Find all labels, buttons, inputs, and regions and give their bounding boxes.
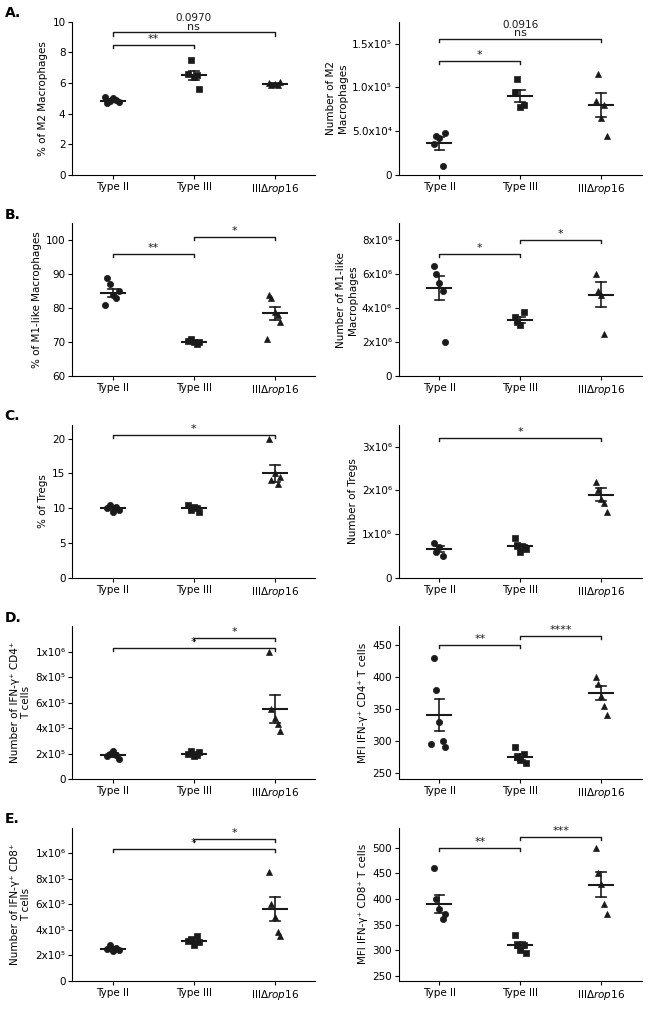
Text: B.: B. bbox=[5, 208, 20, 222]
Text: E.: E. bbox=[5, 812, 20, 826]
Text: **: ** bbox=[474, 634, 486, 644]
Text: ***: *** bbox=[552, 826, 569, 836]
Y-axis label: % of Tregs: % of Tregs bbox=[38, 475, 48, 528]
Text: ****: **** bbox=[549, 625, 572, 635]
Text: ns: ns bbox=[187, 21, 200, 31]
Y-axis label: Number of IFN-γ⁺ CD8⁺
T cells: Number of IFN-γ⁺ CD8⁺ T cells bbox=[10, 843, 31, 965]
Text: *: * bbox=[477, 50, 483, 61]
Text: **: ** bbox=[148, 243, 159, 254]
Text: **: ** bbox=[474, 837, 486, 847]
Y-axis label: MFI IFN-γ⁺ CD4⁺ T cells: MFI IFN-γ⁺ CD4⁺ T cells bbox=[358, 642, 368, 763]
Text: *: * bbox=[191, 424, 196, 434]
Text: 0.0970: 0.0970 bbox=[176, 13, 212, 23]
Text: *: * bbox=[191, 637, 196, 647]
Text: **: ** bbox=[148, 34, 159, 44]
Text: *: * bbox=[517, 427, 523, 437]
Text: *: * bbox=[231, 828, 237, 838]
Text: 0.0916: 0.0916 bbox=[502, 20, 538, 30]
Text: *: * bbox=[558, 229, 564, 239]
Y-axis label: % of M2 Macrophages: % of M2 Macrophages bbox=[38, 41, 48, 156]
Text: *: * bbox=[231, 627, 237, 636]
Text: *: * bbox=[191, 838, 196, 848]
Y-axis label: % of M1-like Macrophages: % of M1-like Macrophages bbox=[32, 231, 42, 369]
Text: C.: C. bbox=[5, 409, 20, 423]
Text: *: * bbox=[477, 243, 483, 254]
Y-axis label: Number of M2
Macrophages: Number of M2 Macrophages bbox=[326, 62, 348, 135]
Y-axis label: Number of Tregs: Number of Tregs bbox=[348, 459, 358, 544]
Y-axis label: MFI IFN-γ⁺ CD8⁺ T cells: MFI IFN-γ⁺ CD8⁺ T cells bbox=[358, 844, 368, 965]
Y-axis label: Number of IFN-γ⁺ CD4⁺
T cells: Number of IFN-γ⁺ CD4⁺ T cells bbox=[10, 642, 31, 764]
Y-axis label: Number of M1-like
Macrophages: Number of M1-like Macrophages bbox=[336, 251, 358, 347]
Text: A.: A. bbox=[5, 6, 21, 20]
Text: ns: ns bbox=[514, 28, 526, 38]
Text: D.: D. bbox=[5, 611, 21, 625]
Text: *: * bbox=[231, 226, 237, 236]
